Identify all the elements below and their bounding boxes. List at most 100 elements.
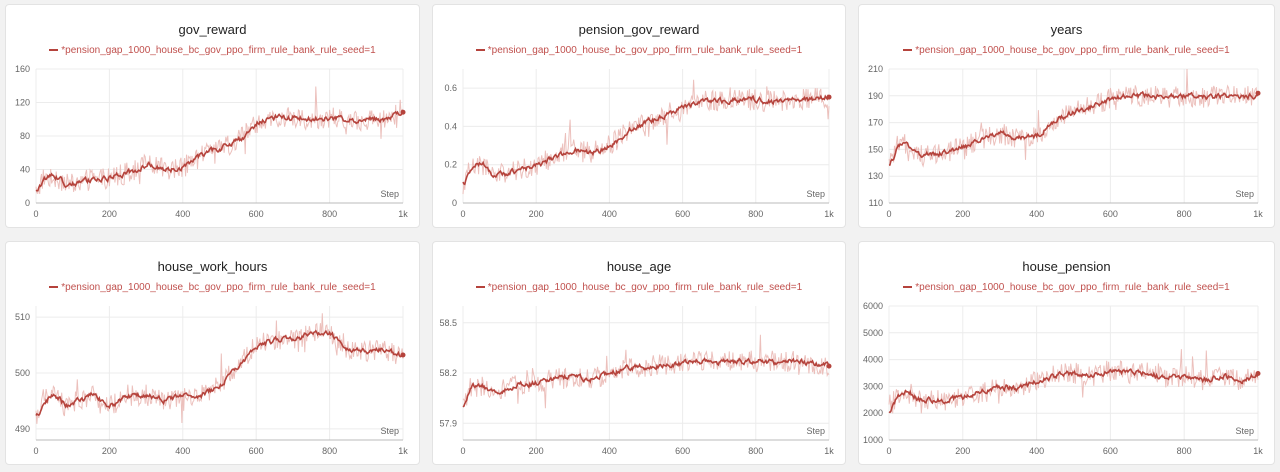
y-tick-label: 0.2: [444, 160, 457, 170]
x-tick-label: 200: [529, 209, 544, 219]
y-tick-label: 58.5: [439, 318, 457, 328]
y-tick-label: 110: [869, 198, 883, 208]
legend-swatch: [903, 49, 913, 52]
x-tick-label: 200: [102, 446, 117, 456]
x-tick-label: 200: [529, 446, 544, 456]
x-tick-label: 0: [33, 209, 38, 219]
chart-legend[interactable]: *pension_gap_1000_house_bc_gov_ppo_firm_…: [859, 45, 1274, 56]
x-tick-label: 1k: [398, 209, 408, 219]
chart-panel-gov-reward: gov_reward *pension_gap_1000_house_bc_gov…: [5, 4, 420, 228]
chart-title: house_work_hours: [157, 259, 268, 274]
x-tick-label: 0: [33, 446, 38, 456]
x-tick-label: 200: [955, 446, 970, 456]
legend-label: *pension_gap_1000_house_bc_gov_ppo_firm_…: [61, 282, 376, 293]
series-line[interactable]: [888, 90, 1259, 166]
chart-title: house_age: [606, 259, 672, 274]
x-tick-label: 1k: [824, 446, 834, 456]
y-tick-label: 6000: [863, 301, 883, 311]
y-tick-label: 3000: [863, 381, 883, 391]
x-tick-label: 1k: [1253, 209, 1263, 219]
series-line[interactable]: [35, 110, 404, 192]
x-tick-label: 400: [1029, 446, 1044, 456]
y-tick-label: 80: [20, 131, 30, 141]
y-tick-label: 0: [452, 198, 457, 208]
y-tick-label: 170: [868, 118, 883, 128]
chart-panel-house-work-hours: house_work_hours *pension_gap_1000_house_…: [5, 241, 420, 465]
x-tick-label: 400: [602, 446, 617, 456]
x-tick-label: 1k: [398, 446, 408, 456]
chart-legend[interactable]: *pension_gap_1000_house_bc_gov_ppo_firm_…: [433, 45, 845, 56]
legend-swatch: [475, 49, 485, 52]
legend-label: *pension_gap_1000_house_bc_gov_ppo_firm_…: [487, 45, 803, 56]
legend-label: *pension_gap_1000_house_bc_gov_ppo_firm_…: [61, 45, 376, 56]
x-tick-label: 600: [249, 209, 264, 219]
y-tick-label: 130: [868, 171, 883, 181]
chart-svg: 490 500 510 0 200 400 600 800 1k Step: [15, 306, 408, 456]
legend-label: *pension_gap_1000_house_bc_gov_ppo_firm_…: [487, 282, 803, 293]
chart-legend[interactable]: *pension_gap_1000_house_bc_gov_ppo_firm_…: [6, 282, 419, 293]
x-tick-label: 0: [886, 209, 891, 219]
chart-svg: 0 0.2 0.4 0.6 0 200 400 600 800 1k Step: [444, 69, 834, 219]
x-tick-label: 1k: [824, 209, 834, 219]
chart-title: pension_gov_reward: [578, 22, 700, 37]
y-tick-label: 0.4: [444, 121, 457, 131]
x-axis-label: Step: [1235, 426, 1254, 436]
x-tick-label: 1k: [1253, 446, 1263, 456]
x-tick-label: 200: [102, 209, 117, 219]
x-axis-label: Step: [1235, 189, 1254, 199]
y-tick-label: 0.6: [444, 83, 457, 93]
x-tick-label: 800: [1177, 446, 1192, 456]
y-tick-label: 57.9: [439, 418, 457, 428]
chart-svg: 110 130 150 170 190 210 0 200 400 600 800 1k Step: [868, 64, 1263, 219]
series-end-point[interactable]: [1255, 371, 1261, 377]
y-tick-label: 190: [868, 91, 883, 101]
series-end-point[interactable]: [400, 109, 406, 115]
chart-panel-house-pension: house_pension *pension_gap_1000_house_bc_…: [858, 241, 1275, 465]
x-tick-label: 800: [1177, 209, 1192, 219]
series-line[interactable]: [462, 357, 830, 408]
legend-swatch: [49, 49, 59, 52]
series-raw-line: [462, 334, 830, 409]
chart-panel-pension-gov-reward: pension_gov_reward *pension_gap_1000_hous…: [432, 4, 846, 228]
y-tick-label: 5000: [863, 328, 883, 338]
x-tick-label: 600: [1103, 446, 1118, 456]
x-tick-label: 0: [460, 446, 465, 456]
series-line[interactable]: [888, 368, 1259, 414]
y-tick-label: 120: [15, 98, 30, 108]
x-tick-label: 800: [322, 446, 337, 456]
chart-legend[interactable]: *pension_gap_1000_house_bc_gov_ppo_firm_…: [6, 45, 419, 56]
x-tick-label: 600: [675, 209, 690, 219]
y-tick-label: 2000: [863, 408, 883, 418]
x-tick-label: 600: [249, 446, 264, 456]
series-end-point[interactable]: [400, 352, 406, 358]
legend-label: *pension_gap_1000_house_bc_gov_ppo_firm_…: [915, 45, 1230, 56]
legend-swatch: [903, 286, 913, 289]
chart-panel-years: years *pension_gap_1000_house_bc_gov_ppo_…: [858, 4, 1275, 228]
series-raw-line: [35, 313, 404, 424]
series-line[interactable]: [462, 94, 830, 186]
legend-swatch: [49, 286, 59, 289]
x-tick-label: 800: [748, 209, 763, 219]
chart-legend[interactable]: *pension_gap_1000_house_bc_gov_ppo_firm_…: [859, 282, 1274, 293]
legend-swatch: [475, 286, 485, 289]
series-raw-line: [35, 86, 404, 195]
chart-svg: 0 40 80 120 160 0 200 400 600 800 1k Step: [15, 64, 408, 219]
x-tick-label: 600: [675, 446, 690, 456]
series-line[interactable]: [35, 329, 404, 417]
x-tick-label: 600: [1103, 209, 1118, 219]
x-axis-label: Step: [806, 426, 825, 436]
series-end-point[interactable]: [826, 94, 832, 100]
y-tick-label: 510: [15, 312, 30, 322]
y-tick-label: 150: [868, 144, 883, 154]
series-raw-line: [888, 68, 1259, 168]
series-end-point[interactable]: [826, 363, 832, 369]
y-tick-label: 210: [868, 64, 883, 74]
chart-legend[interactable]: *pension_gap_1000_house_bc_gov_ppo_firm_…: [433, 282, 845, 293]
x-tick-label: 400: [1029, 209, 1044, 219]
series-end-point[interactable]: [1255, 90, 1261, 96]
chart-svg: 1000 2000 3000 4000 5000 6000 0 200 400 600 800 1k S…: [863, 301, 1263, 456]
x-tick-label: 800: [748, 446, 763, 456]
y-tick-label: 500: [15, 368, 30, 378]
chart-svg: 57.9 58.2 58.5 0 200 400 600 800 1k Step: [439, 306, 834, 456]
